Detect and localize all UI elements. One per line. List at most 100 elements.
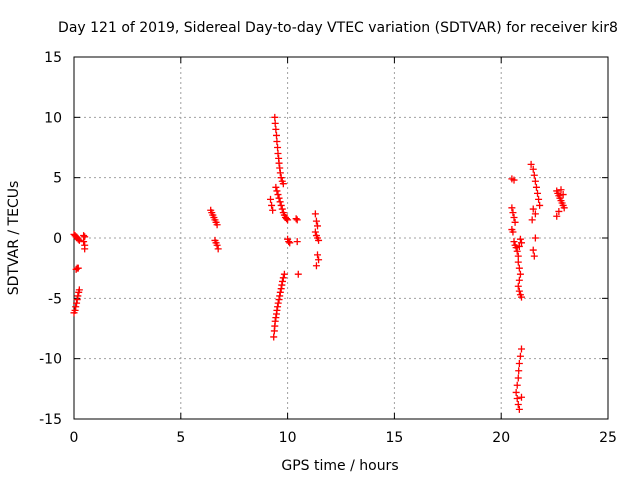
data-point — [276, 198, 284, 206]
data-point — [286, 239, 294, 247]
data-point — [271, 113, 279, 121]
data-point — [515, 242, 523, 250]
data-point — [213, 241, 221, 249]
data-point — [272, 131, 280, 139]
data-point — [530, 252, 538, 260]
y-tick-label: 10 — [44, 110, 62, 126]
data-point — [510, 238, 518, 246]
data-point — [531, 210, 539, 218]
data-point — [517, 293, 525, 301]
data-point — [75, 286, 83, 294]
y-axis-label: SDTVAR / TECUs — [6, 181, 22, 296]
data-point — [273, 137, 281, 145]
data-point — [270, 333, 278, 341]
data-point — [292, 215, 300, 223]
data-point — [555, 207, 563, 215]
x-tick-label: 10 — [279, 430, 297, 446]
data-point — [293, 238, 301, 246]
data-point — [315, 236, 323, 244]
data-point — [275, 194, 283, 202]
data-point — [534, 189, 542, 197]
data-point — [514, 374, 522, 382]
data-point — [530, 171, 538, 179]
data-point — [80, 238, 88, 246]
x-tick-label: 15 — [385, 430, 403, 446]
data-point — [272, 183, 280, 191]
data-point — [559, 191, 567, 199]
data-point — [511, 218, 519, 226]
data-point — [515, 276, 523, 284]
data-point — [531, 177, 539, 185]
data-point — [274, 144, 282, 151]
data-point — [512, 388, 520, 396]
data-point — [293, 216, 301, 224]
data-point — [81, 233, 89, 241]
data-point — [277, 174, 285, 182]
data-point — [527, 160, 535, 168]
data-point — [516, 235, 524, 243]
data-point — [314, 222, 322, 230]
data-point — [514, 258, 522, 266]
data-point — [276, 288, 284, 296]
data-point — [514, 401, 522, 409]
data-point — [277, 201, 285, 209]
data-point — [311, 210, 319, 218]
data-point — [517, 393, 525, 401]
data-point — [529, 165, 537, 173]
x-tick-labels: 0 5 10 15 20 25 — [70, 430, 617, 446]
data-point — [315, 256, 323, 264]
chart-title: Day 121 of 2019, Sidereal Day-to-day VTE… — [58, 20, 618, 36]
y-tick-label: 0 — [53, 231, 62, 247]
data-point — [214, 245, 222, 253]
y-tick-label: -15 — [39, 412, 62, 428]
data-point — [513, 247, 521, 255]
data-point — [311, 228, 319, 236]
x-tick-label: 20 — [492, 430, 510, 446]
data-point — [269, 206, 277, 214]
data-point — [516, 352, 524, 360]
data-point — [213, 221, 221, 229]
data-point — [276, 169, 284, 177]
data-point — [535, 195, 543, 203]
data-point — [274, 299, 282, 307]
data-point — [272, 125, 280, 133]
data-point — [271, 119, 279, 127]
data-point — [515, 264, 523, 272]
data-point — [516, 270, 524, 278]
data-point — [509, 209, 517, 217]
data-point — [279, 180, 287, 188]
x-tick-label: 5 — [176, 430, 185, 446]
data-point — [510, 213, 518, 221]
data-point — [75, 236, 83, 244]
data-point — [512, 244, 520, 252]
data-point — [81, 245, 89, 253]
grid-lines — [74, 57, 608, 419]
data-point — [314, 251, 322, 259]
data-point — [285, 238, 293, 246]
data-point — [517, 345, 525, 353]
y-tick-label: -10 — [39, 352, 62, 368]
y-tick-label: -5 — [48, 291, 62, 307]
data-point — [513, 394, 521, 402]
data-point — [72, 303, 80, 311]
data-point — [515, 367, 523, 375]
data-point — [517, 239, 525, 247]
data-point — [267, 195, 275, 203]
data-point — [283, 215, 291, 223]
data-point — [553, 212, 561, 220]
data-points — [70, 113, 568, 413]
data-point — [536, 201, 544, 209]
data-point — [528, 216, 536, 224]
data-point — [284, 216, 292, 224]
data-point — [531, 234, 539, 242]
data-point — [508, 204, 516, 212]
data-point — [514, 252, 522, 260]
data-point — [312, 217, 320, 225]
y-tick-label: 5 — [53, 171, 62, 187]
data-point — [80, 232, 88, 240]
data-point — [509, 228, 517, 236]
data-point — [560, 204, 568, 212]
data-point — [515, 405, 523, 413]
data-point — [74, 235, 82, 243]
